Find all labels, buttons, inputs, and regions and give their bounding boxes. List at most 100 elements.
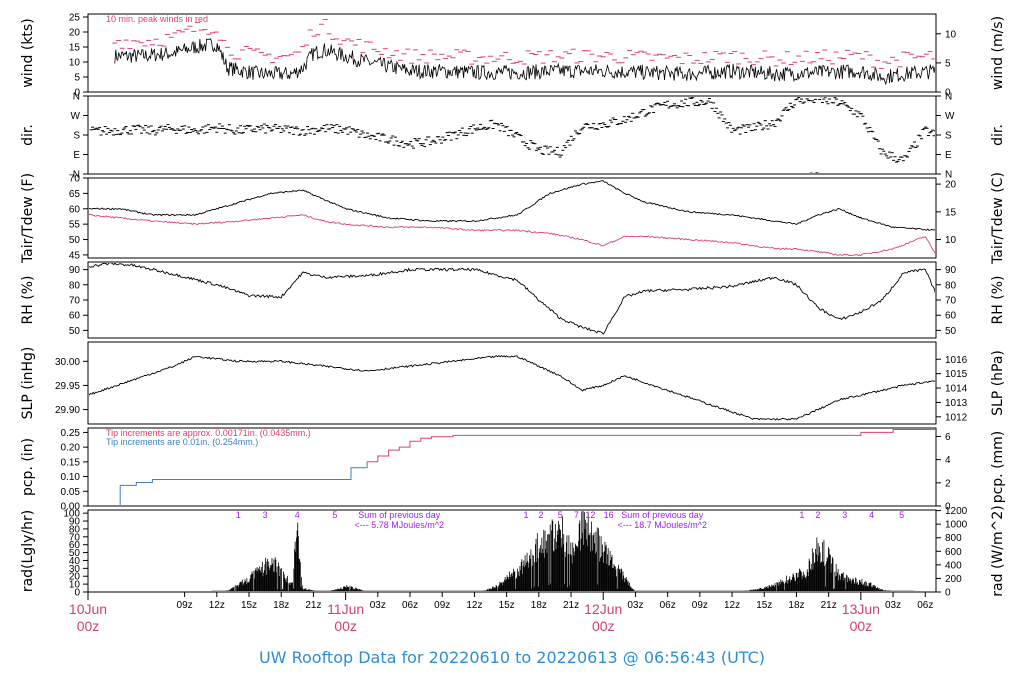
- x-tick-label: 12z: [724, 600, 740, 611]
- cloud-label: 1: [236, 510, 241, 520]
- panel-frame: [87, 341, 937, 425]
- y-tick-label: 20: [69, 572, 81, 583]
- y-axis-label-right: Tair/Tdew (C): [990, 172, 1006, 265]
- y-tick-label: 80: [69, 280, 81, 291]
- day-hour-label: 00z: [77, 618, 100, 634]
- y-tick-label: 45: [69, 250, 81, 261]
- y-tick-label: 0.05: [61, 487, 81, 498]
- y-axis-label: Tair/Tdew (F): [20, 173, 36, 264]
- y-tick-label: E: [73, 150, 80, 161]
- y-tick-label-right: 600: [945, 547, 962, 558]
- y-axis-label-right: pcp. (mm): [990, 431, 1006, 504]
- series-line-wind: [114, 38, 935, 86]
- day-hour-label: 00z: [334, 618, 357, 634]
- y-tick-label: 0.20: [61, 443, 81, 454]
- cloud-label: 4: [295, 510, 300, 520]
- y-tick-label-right: W: [945, 111, 955, 122]
- y-tick-label: 0.00: [61, 502, 81, 513]
- panel-wind: 0 5 10 15 20 25 0 5 10 wind (kts) wind (m/s) 10 min…: [20, 13, 1006, 99]
- panel-frame: [87, 177, 937, 259]
- wind-annotation: 10 min. peak winds in red: [106, 14, 208, 24]
- x-tick-label: 21z: [305, 600, 321, 611]
- y-tick-label: 50: [69, 326, 81, 337]
- y-axis-label: dir.: [20, 124, 36, 146]
- y-tick-label: N: [73, 170, 80, 181]
- x-tick-label: 15z: [499, 600, 515, 611]
- panel-frame: [87, 261, 937, 339]
- plot-area-rad: [211, 511, 915, 591]
- series-line-RH: [89, 263, 935, 335]
- series-marks-direction: [89, 97, 935, 173]
- y-tick-label: 100: [63, 509, 80, 520]
- x-tick-label: 18z: [788, 600, 804, 611]
- y-tick-label-right: 800: [945, 533, 962, 544]
- rad-sum-line1: Sum of previous day: [621, 510, 704, 520]
- series-line-pcp-1: [367, 429, 935, 463]
- panel-rad: 0102030405060708090100020040060080010001…: [20, 505, 1006, 598]
- rad-sum-line2: <--- 18.7 MJoules/m^2: [618, 520, 708, 530]
- day-label: 11Jun: [327, 601, 364, 617]
- y-tick-label: 70: [69, 296, 81, 307]
- y-tick-label: 80: [69, 524, 81, 535]
- y-tick-label: S: [73, 131, 80, 142]
- x-tick-label: 12z: [466, 600, 482, 611]
- day-hour-label: 00z: [592, 618, 615, 634]
- y-axis-label: RH (%): [20, 276, 36, 325]
- x-tick-label: 06z: [402, 600, 418, 611]
- y-tick-label: 70: [69, 174, 81, 185]
- y-tick-label: 60: [69, 311, 81, 322]
- y-tick-label: 30: [69, 564, 81, 575]
- cloud-label: 3: [842, 510, 847, 520]
- y-tick-label: 50: [69, 235, 81, 246]
- y-tick-label-right: N: [945, 170, 952, 181]
- y-tick-label-right: 5: [945, 58, 951, 69]
- series-line-Tair: [89, 180, 935, 232]
- day-hour-label: 00z: [850, 618, 873, 634]
- series-area-rad: [226, 511, 891, 591]
- rad-sum-line2: <--- 5.78 MJoules/m^2: [355, 520, 445, 530]
- plot-area-wind: [112, 19, 935, 86]
- cloud-label: 5: [558, 510, 563, 520]
- y-axis-label: rad(Lgly/hr): [20, 510, 36, 592]
- x-tick-label: 15z: [241, 600, 257, 611]
- x-tick-label: 06z: [660, 600, 676, 611]
- y-tick-label: 30.00: [55, 357, 80, 368]
- y-tick-label-right: N: [945, 92, 952, 103]
- day-label: 13Jun: [842, 601, 880, 617]
- cloud-label: 5: [332, 510, 337, 520]
- x-tick-label: 21z: [821, 600, 837, 611]
- plot-area-dir: [89, 97, 935, 173]
- y-tick-label: 90: [69, 517, 81, 528]
- panel-temp: 45 50 55 60 65 70 10 15 20 Tair/Tdew (F) Tair/Tdew…: [20, 172, 1006, 265]
- y-tick-label-right: 0: [945, 588, 951, 599]
- y-tick-label: 60: [69, 204, 81, 215]
- y-tick-label-right: 1200: [945, 506, 968, 517]
- y-tick-label-right: 4: [945, 455, 951, 466]
- y-tick-label: 10: [69, 58, 81, 69]
- y-tick-label-right: 400: [945, 560, 962, 571]
- y-tick-label-right: 1014: [945, 384, 968, 395]
- y-tick-label-right: 6: [945, 432, 951, 443]
- cloud-label: 1: [523, 510, 528, 520]
- y-tick-label: 29.95: [55, 381, 80, 392]
- y-tick-label: 60: [69, 540, 81, 551]
- plot-area-slp: [89, 354, 935, 421]
- y-tick-label-right: 1016: [945, 355, 968, 366]
- y-tick-label: 5: [74, 73, 80, 84]
- page-title: UW Rooftop Data for 20220610 to 20220613…: [258, 648, 766, 667]
- y-tick-label-right: 0: [945, 502, 951, 513]
- x-tick-label: 12z: [209, 600, 225, 611]
- y-tick-label-right: 90: [945, 265, 957, 276]
- pcp-annotation-1: Tip increments are approx. 0.00171in. (0…: [106, 428, 311, 438]
- y-axis-label-right: SLP (hPa): [990, 350, 1006, 416]
- panel-frame: [87, 13, 937, 93]
- x-tick-label: 15z: [756, 600, 772, 611]
- y-tick-label-right: 1013: [945, 398, 968, 409]
- panel-frame: [87, 427, 937, 507]
- y-tick-label: 0.15: [61, 457, 81, 468]
- y-axis-label-right: RH (%): [990, 276, 1006, 325]
- y-tick-label: 0.25: [61, 428, 81, 439]
- y-tick-label-right: 15: [945, 207, 957, 218]
- cloud-label: 1: [799, 510, 804, 520]
- cloud-label: 4: [869, 510, 874, 520]
